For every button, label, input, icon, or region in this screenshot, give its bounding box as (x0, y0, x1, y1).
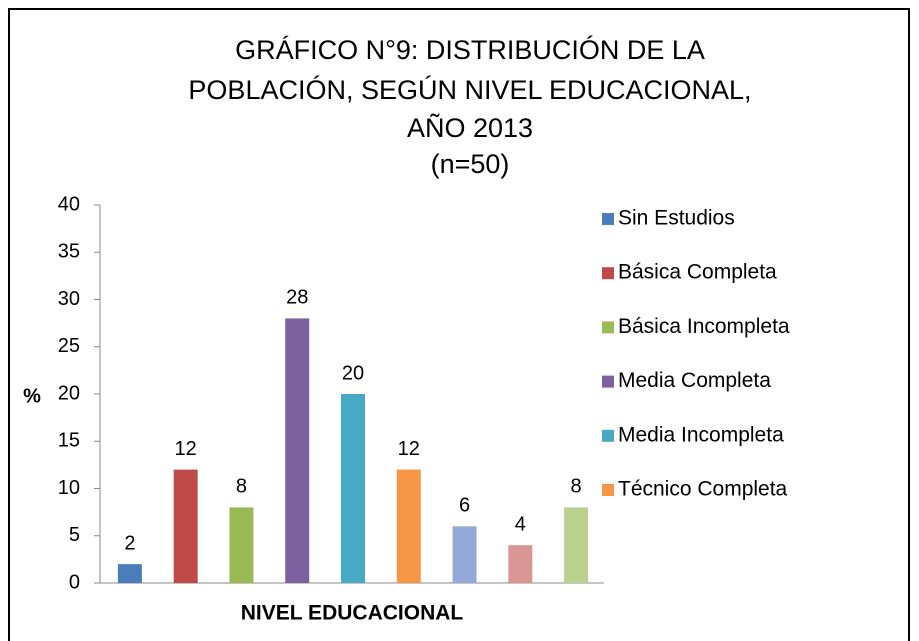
bar (452, 526, 477, 583)
data-label: 6 (459, 495, 470, 517)
bar (173, 469, 198, 583)
legend-label: Básica Incompleta (618, 315, 790, 338)
legend-swatch (602, 375, 614, 388)
legend-swatch (602, 321, 614, 334)
legend-swatch (602, 429, 614, 442)
bar (117, 564, 142, 583)
y-tick-label: 5 (69, 524, 80, 546)
chart-title: AÑO 2013 (407, 112, 533, 143)
y-tick-label: 35 (58, 241, 80, 263)
data-label: 8 (236, 476, 247, 498)
y-tick-label: 40 (58, 193, 80, 215)
bar (564, 507, 589, 583)
legend-swatch (602, 267, 614, 280)
legend-label: Básica Completa (618, 261, 777, 284)
data-label: 20 (342, 362, 364, 384)
data-label: 28 (286, 287, 308, 309)
bar (341, 394, 365, 583)
data-label: 8 (571, 476, 582, 498)
legend-swatch (602, 213, 614, 225)
bar (396, 469, 421, 583)
legend-label: Sin Estudios (618, 207, 735, 230)
y-axis-label: % (23, 385, 41, 407)
data-label: 12 (175, 438, 197, 460)
y-tick-label: 15 (58, 430, 80, 452)
y-tick-label: 10 (58, 477, 80, 499)
bar (229, 507, 254, 583)
legend-swatch (602, 484, 614, 496)
legend-label: Técnico Completa (618, 478, 788, 501)
legend-label: Media Incompleta (618, 423, 784, 446)
bar (285, 318, 310, 583)
y-tick-label: 30 (58, 288, 80, 310)
y-tick-label: 25 (58, 335, 80, 357)
data-label: 2 (124, 532, 135, 554)
bar (508, 545, 533, 583)
y-tick-label: 20 (58, 382, 80, 404)
data-label: 4 (515, 513, 526, 535)
x-axis-label: NIVEL EDUCACIONAL (241, 602, 464, 625)
legend-label: Media Completa (618, 369, 771, 392)
y-tick-label: 0 (69, 571, 80, 593)
chart-title: POBLACIÓN, SEGÚN NIVEL EDUCACIONAL, (188, 74, 751, 105)
chart-title: (n=50) (431, 149, 510, 179)
chart-title: GRÁFICO N°9: DISTRIBUCIÓN DE LA (235, 34, 705, 65)
data-label: 12 (398, 438, 420, 460)
